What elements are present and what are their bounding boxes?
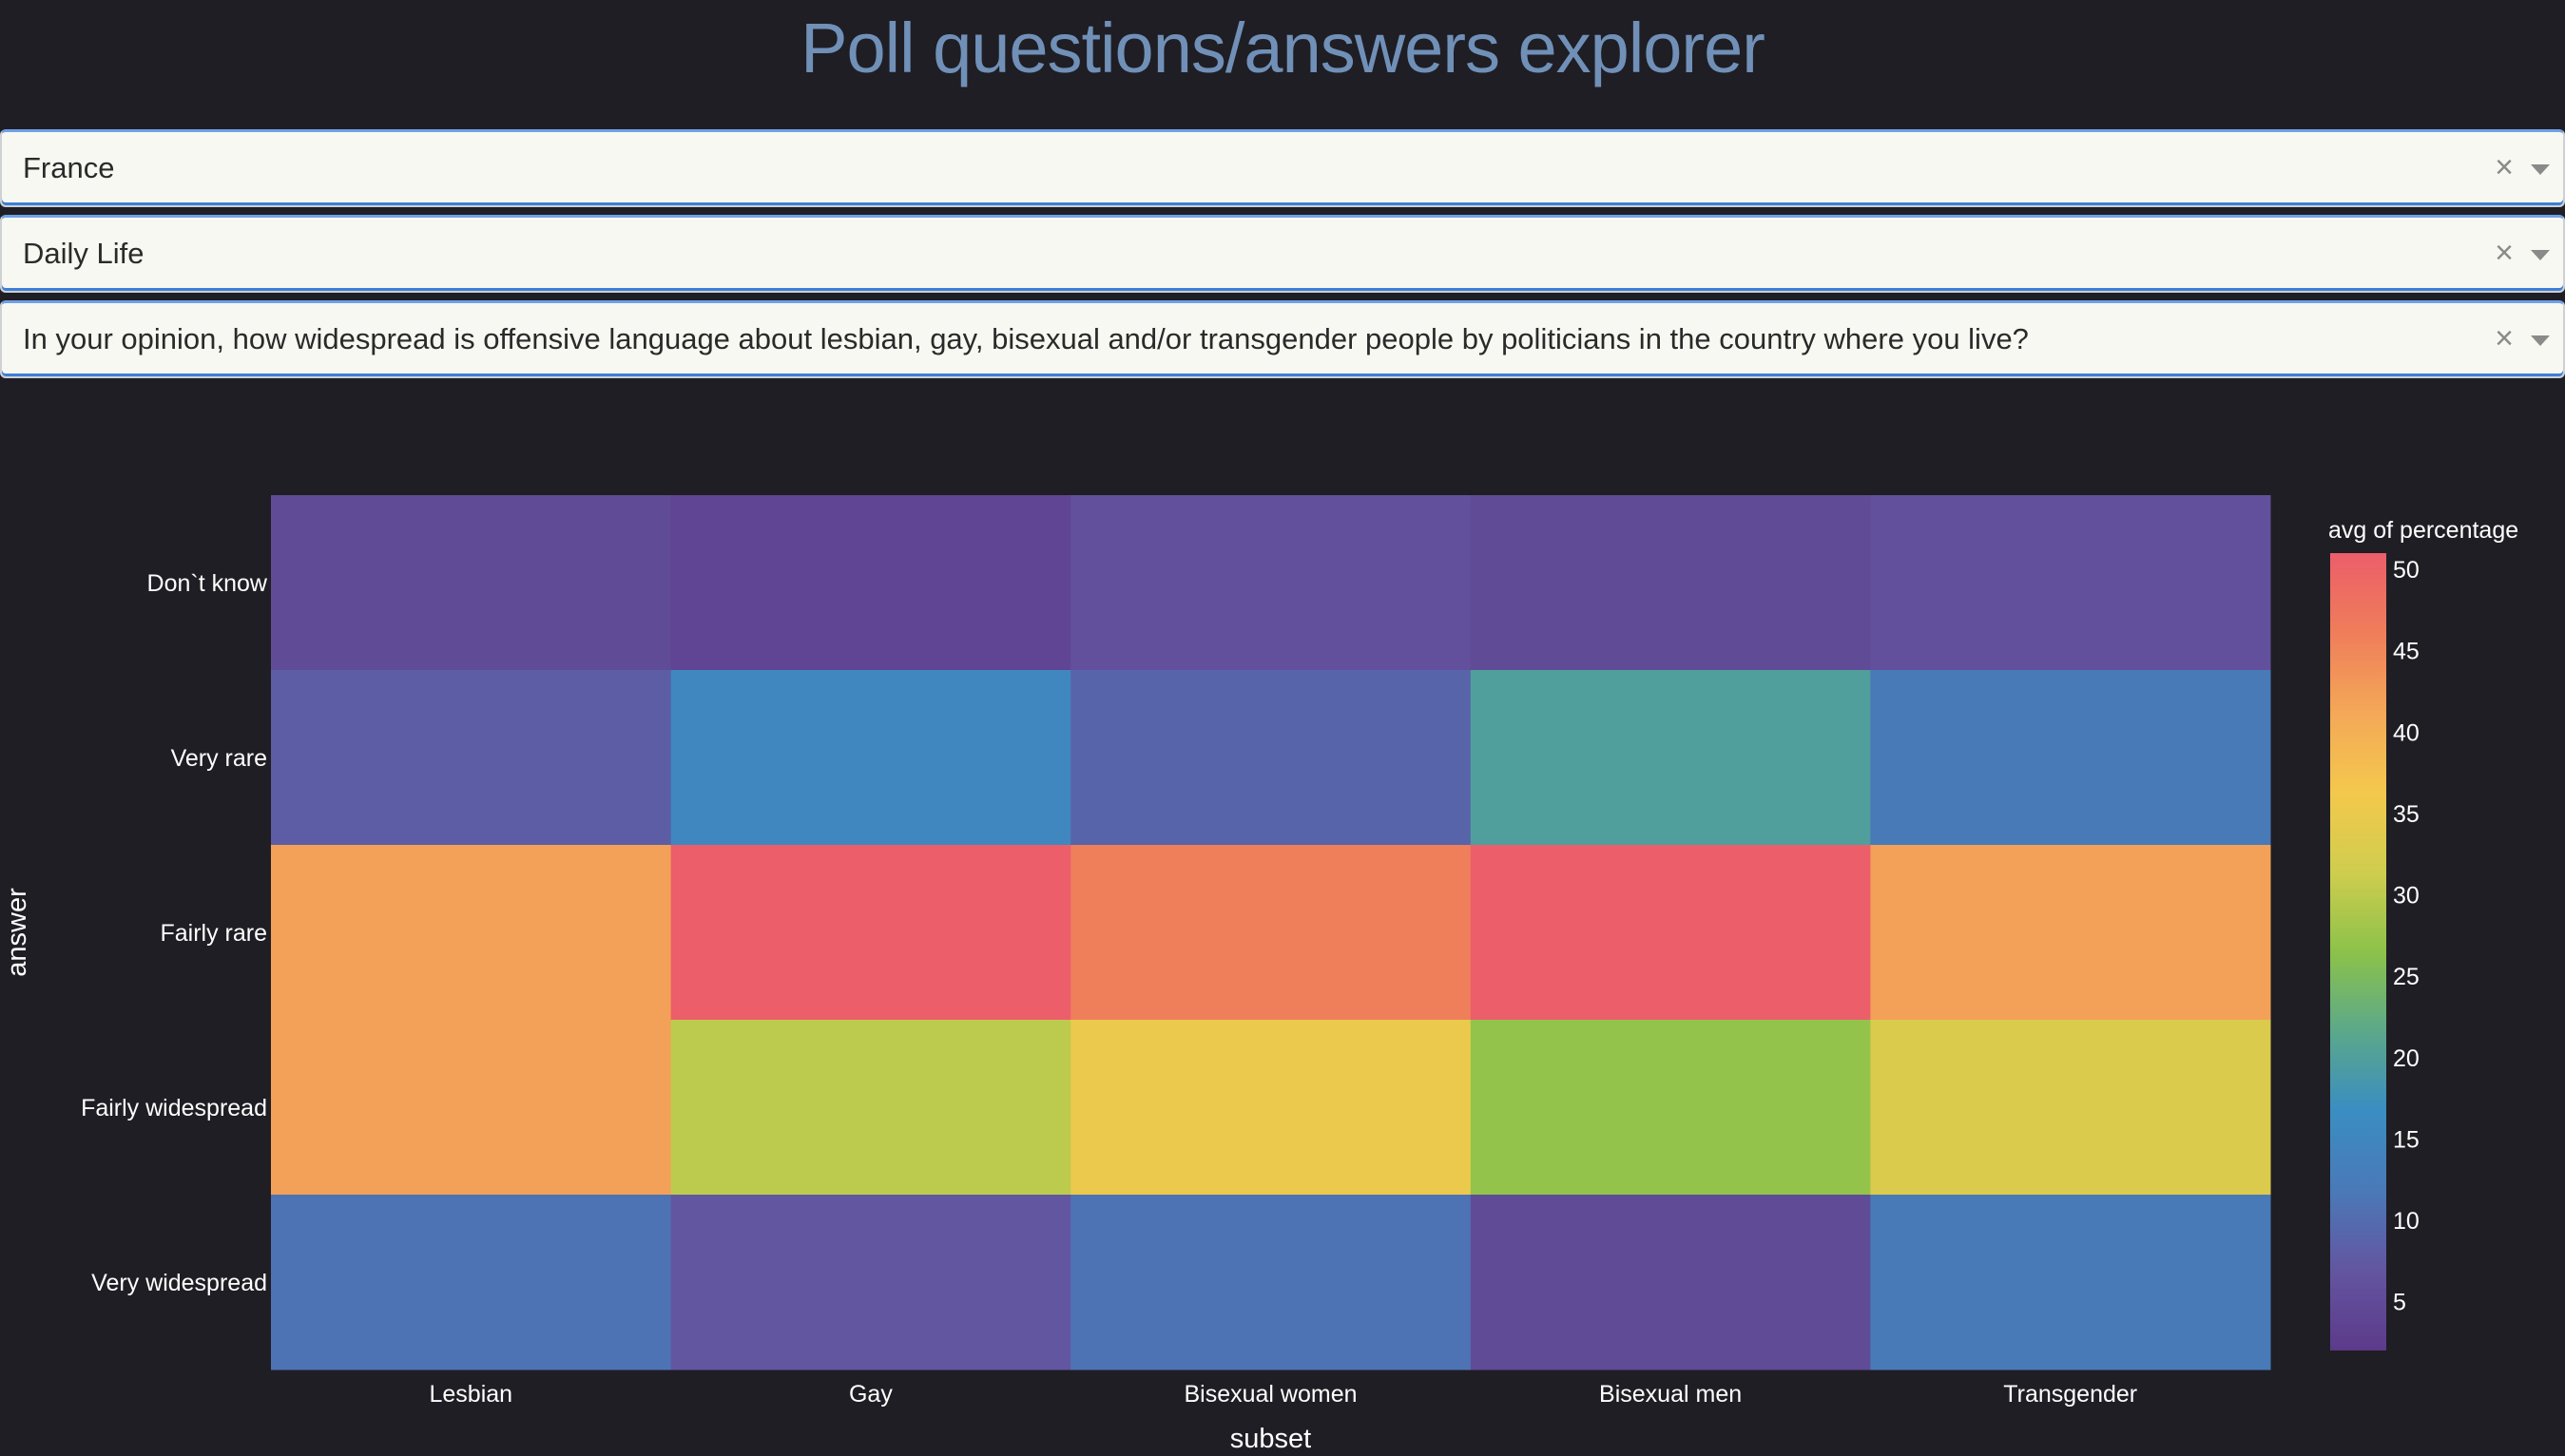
question-chevron-down-icon[interactable] xyxy=(2531,335,2550,346)
heatmap-cell[interactable] xyxy=(1070,845,1472,1021)
y-tick-label: Very rare xyxy=(171,745,267,772)
x-tick-label: Gay xyxy=(849,1381,893,1408)
colorbar-tick-label: 10 xyxy=(2393,1208,2420,1235)
question-clear-icon[interactable]: × xyxy=(2495,320,2514,356)
country-dropdown[interactable]: France × xyxy=(0,129,2565,207)
y-tick-label: Don`t know xyxy=(147,570,268,597)
heatmap-cell[interactable] xyxy=(1870,495,2271,671)
heatmap-cell[interactable] xyxy=(1070,1020,1472,1196)
category-dropdown[interactable]: Daily Life × xyxy=(0,215,2565,293)
heatmap-cell[interactable] xyxy=(271,1020,672,1196)
heatmap-cell[interactable] xyxy=(1870,670,2271,846)
x-tick-label: Transgender xyxy=(2003,1381,2137,1408)
colorbar-tick-label: 5 xyxy=(2393,1290,2406,1316)
colorbar-tick-label: 25 xyxy=(2393,964,2420,990)
colorbar-title: avg of percentage xyxy=(2328,517,2518,544)
colorbar xyxy=(2330,553,2386,1351)
colorbar-tick-label: 15 xyxy=(2393,1126,2420,1153)
heatmap-cell[interactable] xyxy=(1870,1195,2271,1370)
heatmap-cell[interactable] xyxy=(1870,845,2271,1021)
heatmap-cell[interactable] xyxy=(670,670,1071,846)
x-tick-label: Bisexual women xyxy=(1184,1381,1357,1408)
colorbar-tick-label: 20 xyxy=(2393,1045,2420,1072)
heatmap-cell[interactable] xyxy=(670,845,1071,1021)
x-axis-title: subset xyxy=(1230,1424,1311,1454)
heatmap-cell[interactable] xyxy=(670,1195,1071,1370)
category-selected-value: Daily Life xyxy=(23,237,145,270)
page-title: Poll questions/answers explorer xyxy=(800,9,1765,87)
colorbar-tick-label: 40 xyxy=(2393,719,2420,746)
heatmap-cell[interactable] xyxy=(1470,1020,1871,1196)
heatmap-cell[interactable] xyxy=(271,670,672,846)
colorbar-tick-label: 35 xyxy=(2393,801,2420,828)
y-tick-label: Fairly widespread xyxy=(81,1095,267,1121)
heatmap-cell[interactable] xyxy=(1470,845,1871,1021)
heatmap-cell[interactable] xyxy=(271,1195,672,1370)
category-chevron-down-icon[interactable] xyxy=(2531,250,2550,260)
heatmap-cell[interactable] xyxy=(670,495,1071,671)
colorbar-tick-label: 50 xyxy=(2393,557,2420,584)
heatmap-cell[interactable] xyxy=(1470,1195,1871,1370)
heatmap-cell[interactable] xyxy=(1070,495,1472,671)
country-selected-value: France xyxy=(23,151,115,184)
y-axis-title: answer xyxy=(2,888,32,977)
heatmap-cell[interactable] xyxy=(1470,670,1871,846)
heatmap-cell[interactable] xyxy=(271,845,672,1021)
x-tick-label: Bisexual men xyxy=(1599,1381,1742,1408)
heatmap-cell[interactable] xyxy=(271,495,672,671)
category-clear-icon[interactable]: × xyxy=(2495,235,2514,271)
heatmap-cell[interactable] xyxy=(1870,1020,2271,1196)
question-selected-value: In your opinion, how widespread is offen… xyxy=(23,322,2029,355)
heatmap-cell[interactable] xyxy=(1070,1195,1472,1370)
x-tick-label: Lesbian xyxy=(430,1381,513,1408)
colorbar-tick-label: 45 xyxy=(2393,639,2420,665)
heatmap-cell[interactable] xyxy=(1470,495,1871,671)
y-tick-label: Fairly rare xyxy=(160,920,267,947)
heatmap-cell[interactable] xyxy=(1070,670,1472,846)
y-tick-label: Very widespread xyxy=(91,1270,267,1296)
heatmap-cell[interactable] xyxy=(670,1020,1071,1196)
country-chevron-down-icon[interactable] xyxy=(2531,164,2550,175)
colorbar-tick-label: 30 xyxy=(2393,883,2420,910)
question-dropdown[interactable]: In your opinion, how widespread is offen… xyxy=(0,300,2565,378)
country-clear-icon[interactable]: × xyxy=(2495,149,2514,185)
